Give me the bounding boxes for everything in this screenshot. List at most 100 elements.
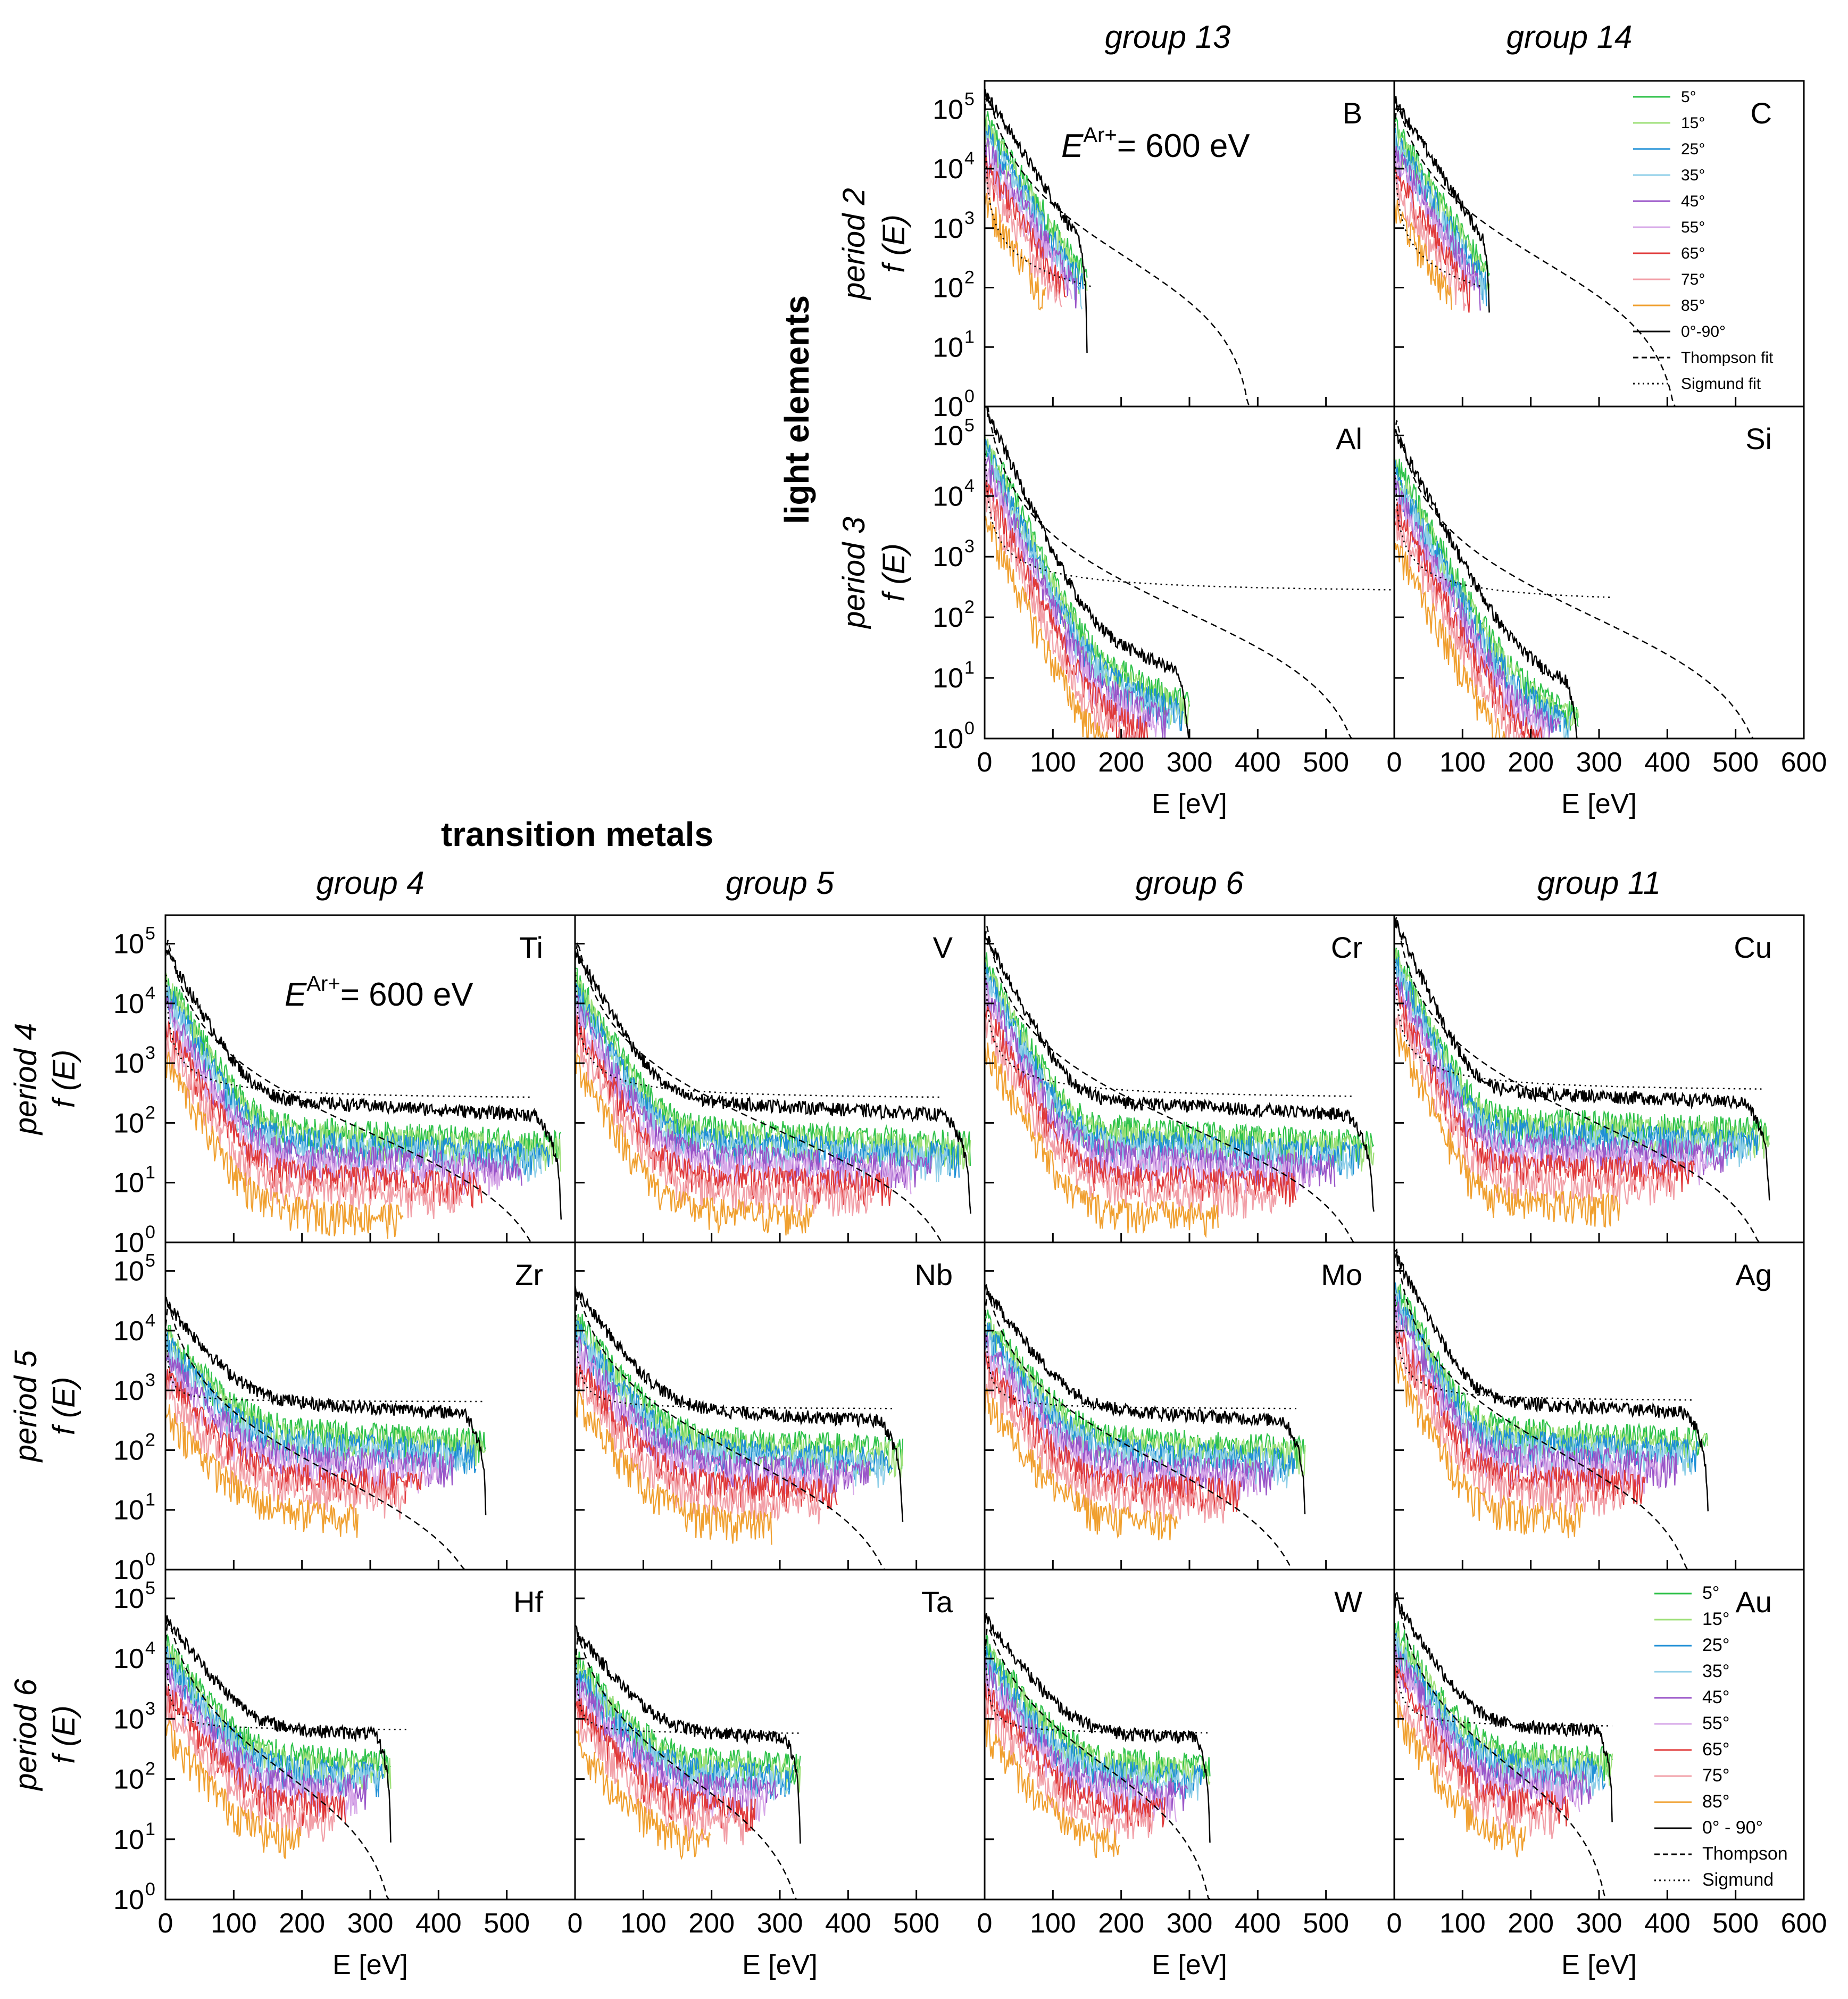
series-55deg: [165, 1008, 502, 1196]
y-tick-exponent: 0: [145, 1879, 155, 1900]
x-tick-label: 100: [1030, 1908, 1076, 1939]
series-total: [575, 1284, 904, 1522]
y-tick-label: 10: [113, 1048, 144, 1079]
x-tick-label: 200: [688, 1908, 735, 1939]
thompson-fit: [1394, 420, 1770, 739]
x-tick-label: 100: [1439, 747, 1486, 778]
y-tick-label: 10: [113, 1704, 144, 1735]
x-tick-label: 300: [757, 1908, 803, 1939]
ion-energy-label: EAr+= 600 eV: [1061, 123, 1250, 164]
series-85deg: [985, 1042, 1219, 1239]
series-85deg: [165, 1404, 359, 1538]
thompson-fit: [985, 1290, 1311, 1570]
x-axis-label: E [eV]: [1152, 1950, 1227, 1980]
y-tick-label: 10: [933, 420, 963, 451]
thompson-fit: [1394, 1590, 1612, 1900]
panel-Si: Si 0 100 200 300 400 500 600 E [eV]: [1387, 405, 1827, 819]
group-label: group 4: [316, 865, 424, 901]
y-tick-exponent: 4: [145, 1638, 155, 1658]
period-label: period 4: [9, 1023, 43, 1136]
y-tick-exponent: 0: [964, 386, 975, 407]
y-axis-label: f (E): [47, 1705, 81, 1764]
series-65deg: [1394, 502, 1543, 739]
thompson-fit: [985, 926, 1372, 1242]
x-tick-label: 0: [1387, 1908, 1402, 1939]
y-tick-exponent: 1: [145, 1490, 155, 1510]
series-75deg: [165, 1029, 463, 1220]
series-65deg: [985, 154, 1067, 298]
series-85deg: [985, 1388, 1178, 1540]
y-tick-label: 10: [113, 1644, 144, 1674]
element-label: Cu: [1734, 931, 1772, 964]
x-tick-label: 300: [347, 1908, 394, 1939]
legend-entry: 35°: [1702, 1661, 1729, 1681]
group-label: group 14: [1506, 19, 1633, 55]
series-35deg: [985, 445, 1180, 729]
x-tick-label: 0: [977, 747, 993, 778]
series-55deg: [985, 460, 1160, 737]
section-title: transition metals: [441, 815, 713, 853]
series-total: [575, 949, 972, 1214]
plot-area: [1394, 915, 1776, 1242]
series-45deg: [575, 1678, 779, 1814]
series-65deg: [165, 1019, 482, 1209]
series-75deg: [985, 1695, 1154, 1840]
y-tick-exponent: 2: [145, 1430, 155, 1450]
y-tick-label: 10: [933, 481, 963, 512]
x-axis-label: E [eV]: [1561, 1950, 1637, 1980]
series-total: [1394, 1251, 1709, 1512]
legend-entry: 15°: [1702, 1609, 1729, 1629]
legend-entry: 65°: [1681, 245, 1705, 262]
thompson-fit: [985, 407, 1366, 739]
y-tick-label: 10: [113, 929, 144, 960]
plot-area: [1394, 96, 1679, 407]
y-tick-label: 10: [113, 989, 144, 1019]
y-tick-exponent: 5: [964, 89, 975, 109]
legend-bottom: 5° 15° 25° 35° 45° 55° 65° 75° 85° 0° - 90° Thomps…: [1654, 1583, 1788, 1890]
legend-entry: 5°: [1681, 88, 1696, 106]
series-55deg: [985, 985, 1316, 1194]
series-65deg: [165, 1678, 346, 1827]
legend-top: 5° 15° 25° 35° 45° 55° 65° 75° 85° 0°-90° Thompson…: [1633, 88, 1774, 393]
y-tick-label: 10: [933, 602, 963, 633]
thompson-fit: [165, 1619, 397, 1900]
legend-entry: Thompson: [1702, 1844, 1788, 1864]
y-tick-exponent: 3: [964, 208, 975, 228]
thompson-fit: [575, 1637, 807, 1900]
series-55deg: [985, 1673, 1177, 1822]
legend-entry: Sigmund fit: [1681, 375, 1761, 393]
plot-area: [1394, 1590, 1613, 1900]
series-85deg: [575, 1389, 772, 1545]
series-35deg: [1394, 1633, 1602, 1797]
group-label: group 5: [726, 865, 834, 901]
legend-entry: 75°: [1702, 1765, 1729, 1786]
legend-entry: 25°: [1681, 140, 1705, 158]
y-tick-exponent: 5: [145, 924, 155, 944]
section-title: light elements: [778, 295, 816, 524]
period-label: period 6: [9, 1678, 43, 1791]
series-65deg: [1394, 165, 1471, 313]
legend-entry: 5°: [1702, 1583, 1720, 1603]
series-85deg: [1394, 543, 1505, 739]
group-label: group 11: [1537, 865, 1661, 901]
x-tick-label: 500: [893, 1908, 939, 1939]
y-tick-label: 10: [113, 1824, 144, 1855]
plot-area: [985, 1284, 1311, 1570]
series-65deg: [985, 1350, 1242, 1512]
element-label: V: [933, 931, 953, 964]
element-label: Ta: [921, 1585, 953, 1619]
y-tick-label: 10: [113, 1435, 144, 1466]
x-tick-label: 500: [1712, 1908, 1759, 1939]
series-total: [575, 1624, 801, 1844]
x-tick-label: 0: [977, 1908, 993, 1939]
series-55deg: [1394, 985, 1713, 1185]
x-tick-label: 300: [1576, 1908, 1622, 1939]
y-tick-label: 10: [933, 332, 963, 363]
series-5deg: [575, 967, 971, 1166]
x-tick-label: 100: [1030, 747, 1076, 778]
legend-entry: 75°: [1681, 271, 1705, 288]
y-tick-exponent: 1: [145, 1163, 155, 1183]
legend-entry: 55°: [1702, 1713, 1729, 1733]
series-75deg: [1394, 1010, 1677, 1206]
